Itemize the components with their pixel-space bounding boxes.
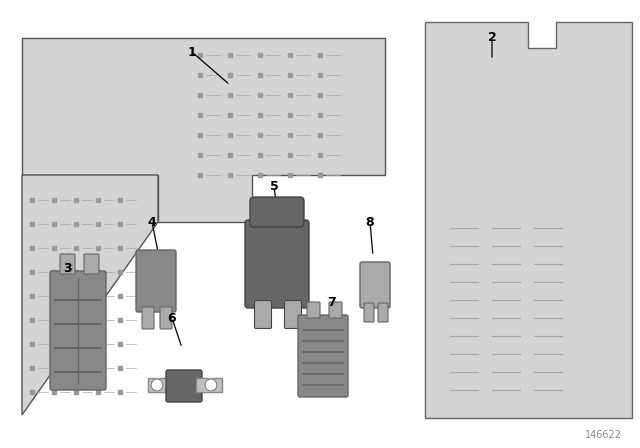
Polygon shape xyxy=(196,378,222,392)
Text: 8: 8 xyxy=(365,215,374,228)
Polygon shape xyxy=(22,38,385,222)
FancyBboxPatch shape xyxy=(136,250,176,312)
FancyBboxPatch shape xyxy=(329,302,342,318)
Text: 3: 3 xyxy=(64,262,72,275)
FancyBboxPatch shape xyxy=(307,302,320,318)
FancyBboxPatch shape xyxy=(160,307,172,329)
Text: 2: 2 xyxy=(488,30,497,43)
Text: 5: 5 xyxy=(269,180,278,193)
FancyBboxPatch shape xyxy=(60,254,75,274)
FancyBboxPatch shape xyxy=(285,301,301,328)
FancyBboxPatch shape xyxy=(360,262,390,308)
Text: 6: 6 xyxy=(168,311,176,324)
FancyBboxPatch shape xyxy=(378,303,388,322)
FancyBboxPatch shape xyxy=(84,254,99,274)
Text: 7: 7 xyxy=(328,296,337,309)
FancyBboxPatch shape xyxy=(364,303,374,322)
Text: 1: 1 xyxy=(188,46,196,59)
Polygon shape xyxy=(148,378,172,392)
Polygon shape xyxy=(22,175,158,415)
FancyBboxPatch shape xyxy=(250,197,304,227)
FancyBboxPatch shape xyxy=(255,301,271,328)
Polygon shape xyxy=(425,22,632,418)
FancyBboxPatch shape xyxy=(245,220,309,308)
FancyBboxPatch shape xyxy=(50,271,106,390)
Text: 146622: 146622 xyxy=(585,430,622,440)
FancyBboxPatch shape xyxy=(166,370,202,402)
FancyBboxPatch shape xyxy=(298,315,348,397)
Text: 4: 4 xyxy=(148,215,156,228)
FancyBboxPatch shape xyxy=(142,307,154,329)
Circle shape xyxy=(205,379,217,391)
Circle shape xyxy=(151,379,163,391)
